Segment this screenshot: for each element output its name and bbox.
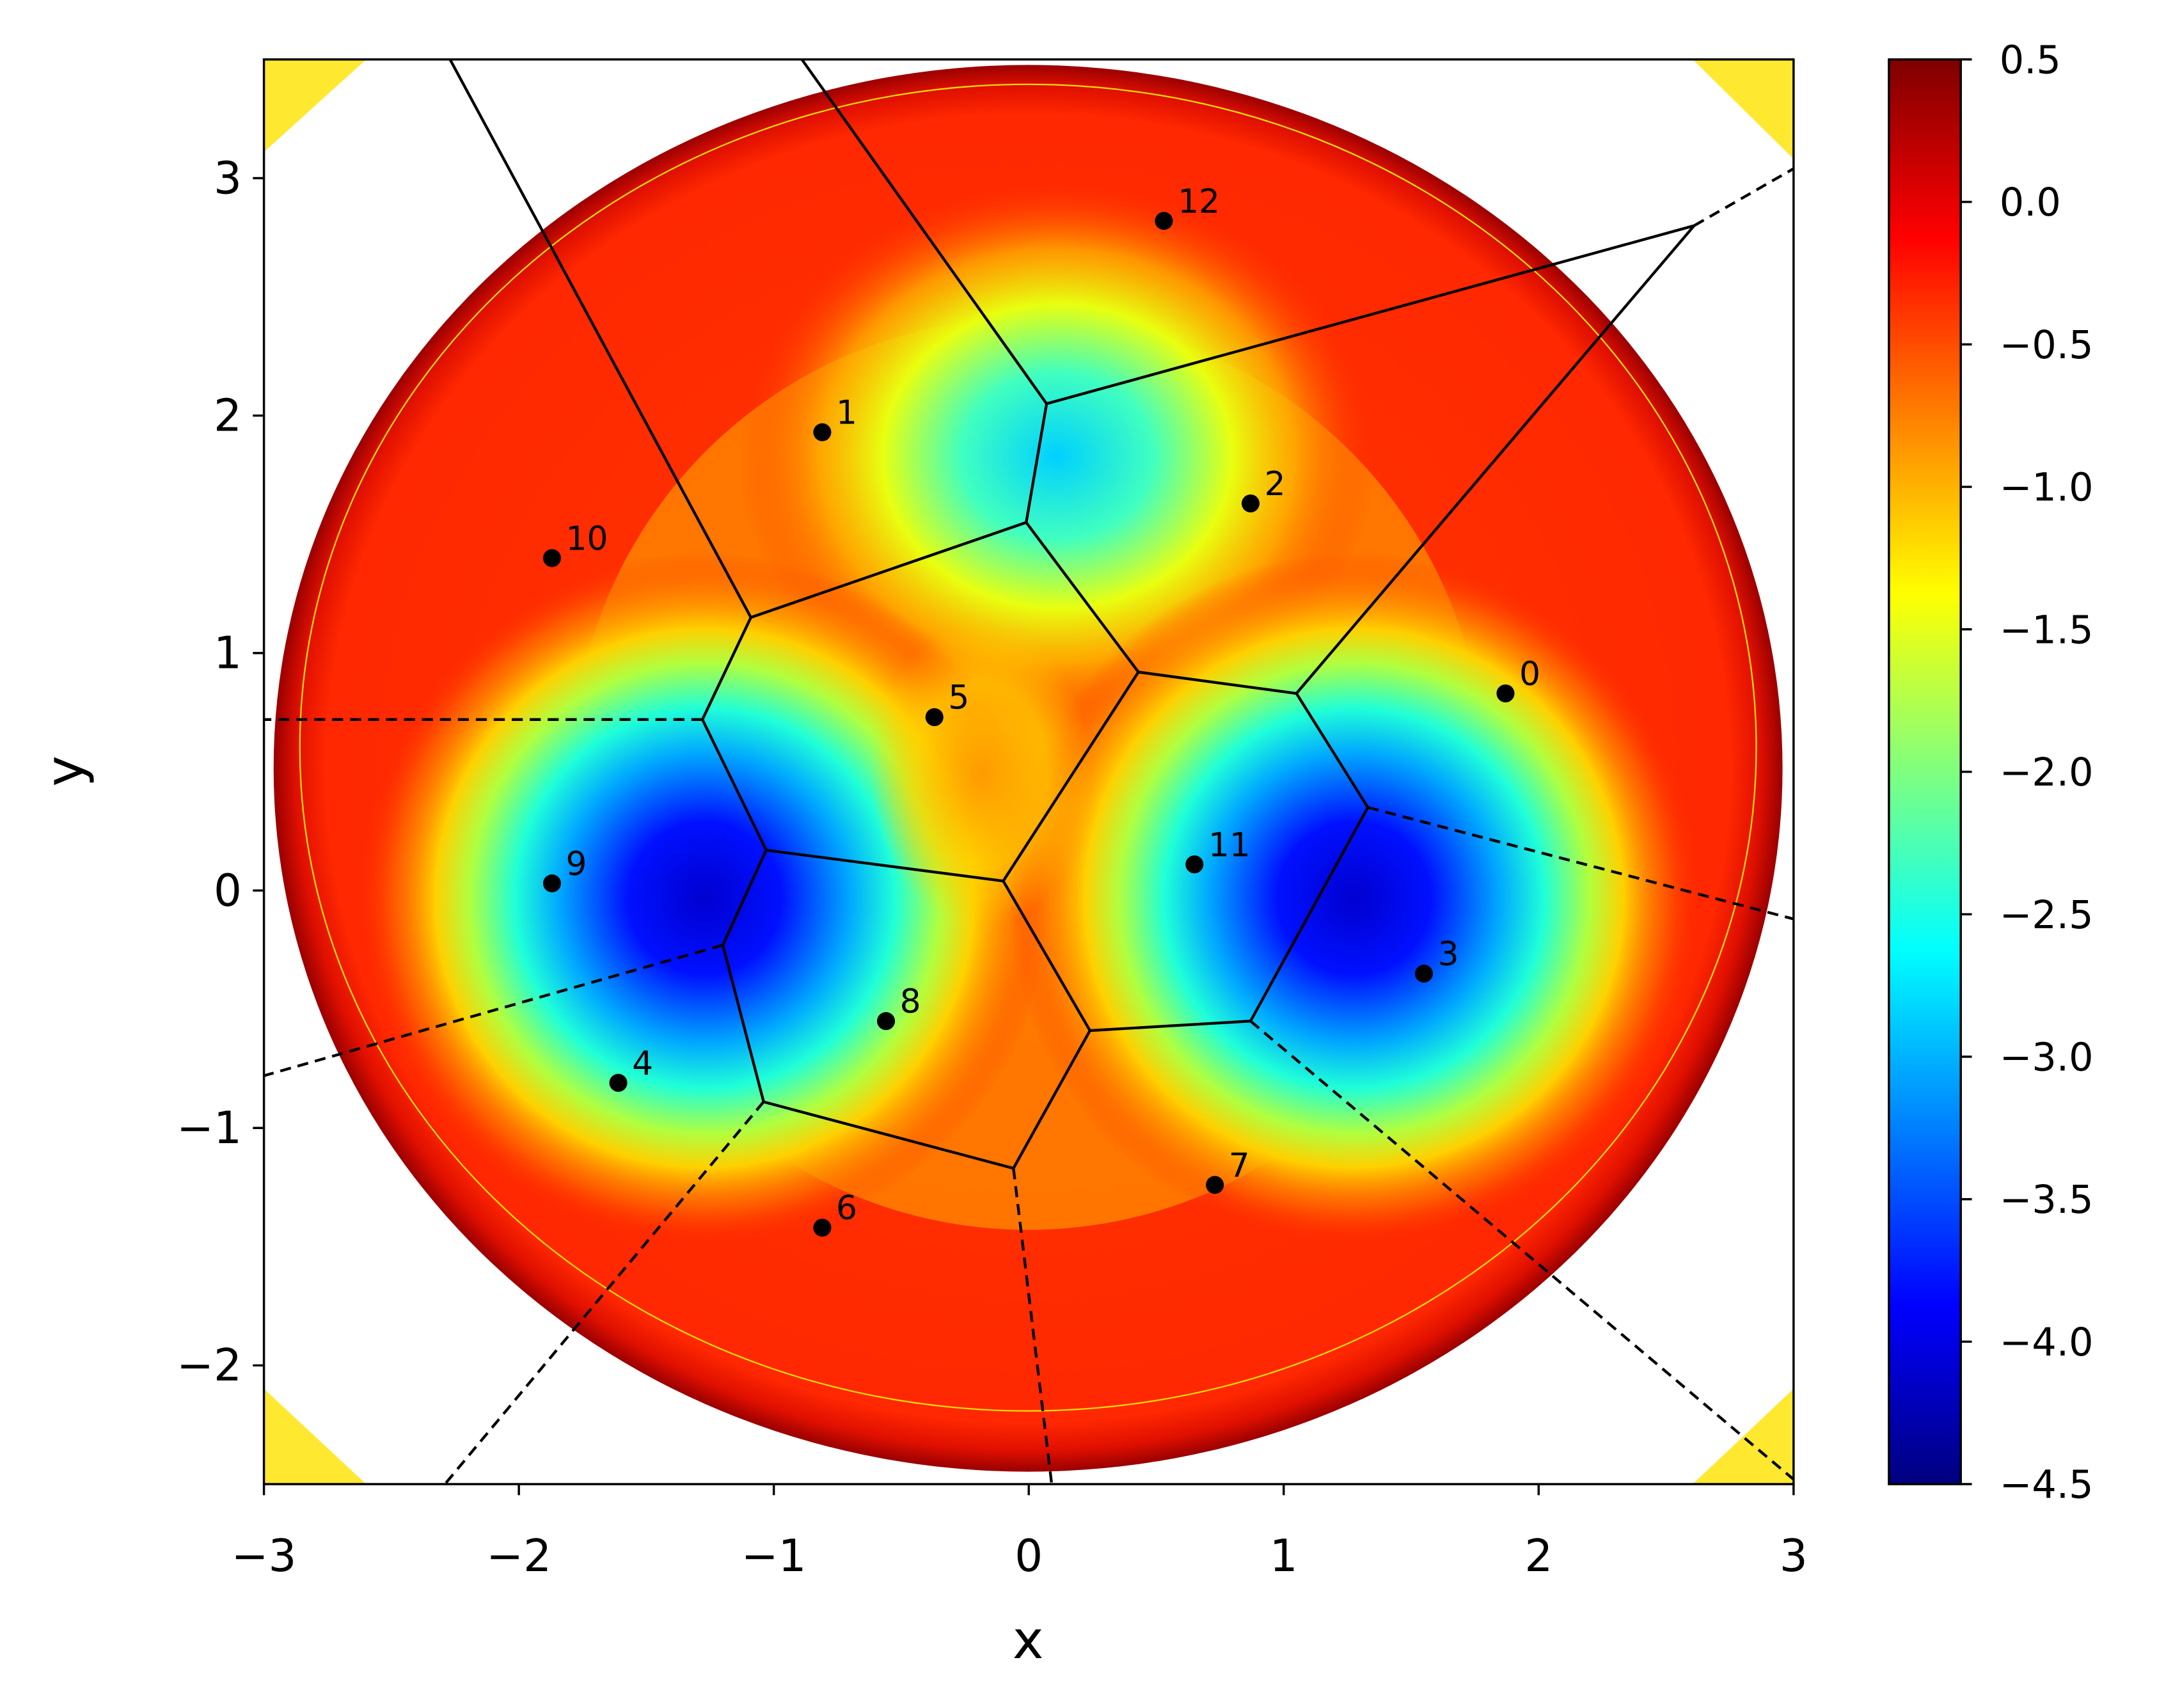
- voronoi-ridge: [1249, 807, 1370, 1022]
- point-label: 3: [1438, 935, 1459, 974]
- colorbar-tick-label: −1.0: [2000, 466, 2094, 510]
- point-label: 5: [948, 679, 969, 717]
- point: [877, 1012, 896, 1031]
- point: [1496, 684, 1515, 703]
- voronoi-ridge: [1002, 671, 1140, 882]
- x-tick-label: −3: [232, 1531, 297, 1582]
- point: [1185, 855, 1204, 874]
- colorbar-tick-label: −4.5: [2000, 1463, 2094, 1508]
- voronoi-ridge: [1249, 1020, 1794, 1481]
- voronoi-ridge: [1138, 670, 1297, 695]
- voronoi-ridge: [264, 944, 723, 1077]
- x-tick-label: −1: [741, 1531, 807, 1582]
- point-label: 10: [566, 519, 608, 558]
- colorbar-tick-label: −0.5: [2000, 323, 2094, 368]
- voronoi-ridge: [750, 521, 1027, 619]
- colorbar-tick-label: 0.5: [2000, 38, 2061, 83]
- colorbar: [1888, 58, 1962, 1485]
- point: [1206, 1176, 1224, 1194]
- voronoi-ridge: [766, 848, 1004, 883]
- point: [542, 874, 561, 892]
- voronoi-ridge: [1295, 692, 1370, 809]
- colorbar-tick-label: −2.0: [2000, 750, 2094, 795]
- point: [542, 549, 561, 567]
- voronoi-ridge: [800, 59, 1048, 405]
- point: [813, 1219, 832, 1237]
- colorbar-tick-label: 0.0: [2000, 180, 2061, 225]
- y-tick-label: −1: [177, 1103, 242, 1154]
- point-label: 6: [836, 1189, 857, 1228]
- voronoi-ridge: [701, 718, 768, 851]
- heatmap: [264, 59, 1794, 1485]
- point: [1414, 964, 1434, 983]
- voronoi-ridge: [1025, 521, 1140, 673]
- point-label: 12: [1178, 182, 1220, 221]
- point: [609, 1073, 628, 1092]
- voronoi-ridge: [1025, 403, 1048, 523]
- voronoi-ridge: [1693, 167, 1794, 227]
- point-label: 7: [1229, 1146, 1250, 1185]
- point-label: 2: [1265, 465, 1286, 503]
- voronoi-ridge: [1002, 880, 1091, 1032]
- colorbar-tick-label: −1.5: [2000, 608, 2094, 652]
- voronoi-ridge: [1295, 225, 1696, 695]
- voronoi-ridge: [443, 1101, 765, 1485]
- voronoi-ridge: [701, 617, 752, 720]
- colorbar-tick-label: −3.5: [2000, 1178, 2094, 1222]
- voronoi-ridge: [1012, 1030, 1091, 1169]
- colorbar-tick-label: −4.0: [2000, 1320, 2094, 1365]
- y-tick-label: 3: [214, 153, 242, 204]
- y-tick-label: 1: [214, 628, 242, 679]
- x-tick-label: 0: [1015, 1531, 1043, 1582]
- x-axis-label: x: [1013, 1610, 1044, 1671]
- point: [1241, 494, 1260, 513]
- x-tick-label: −2: [486, 1531, 551, 1582]
- point-label: 11: [1208, 826, 1251, 864]
- point-label: 9: [566, 845, 587, 883]
- voronoi-ridge: [722, 850, 768, 946]
- voronoi-ridge: [448, 59, 752, 619]
- voronoi-ridge: [721, 944, 765, 1102]
- point: [925, 708, 944, 727]
- x-tick-label: 1: [1270, 1531, 1298, 1582]
- point-label: 0: [1519, 655, 1540, 693]
- x-tick-label: 2: [1524, 1531, 1553, 1582]
- voronoi-ridge: [1089, 1020, 1251, 1032]
- voronoi-ridge: [763, 1100, 1014, 1170]
- voronoi: [264, 59, 1794, 1485]
- voronoi-ridge: [1046, 224, 1695, 406]
- point-label: 8: [900, 983, 921, 1021]
- point-label: 1: [836, 394, 857, 432]
- point-label: 4: [632, 1045, 653, 1083]
- point: [813, 423, 832, 441]
- y-tick-label: 2: [214, 390, 242, 441]
- y-axis-label: y: [35, 755, 96, 787]
- y-tick-label: 0: [214, 866, 242, 917]
- colorbar-tick-label: −2.5: [2000, 893, 2094, 938]
- colorbar-tick-label: −3.0: [2000, 1035, 2094, 1080]
- point: [1155, 212, 1173, 230]
- voronoi-ridge: [1367, 806, 1794, 921]
- y-tick-label: −2: [177, 1340, 242, 1391]
- x-tick-label: 3: [1780, 1531, 1808, 1582]
